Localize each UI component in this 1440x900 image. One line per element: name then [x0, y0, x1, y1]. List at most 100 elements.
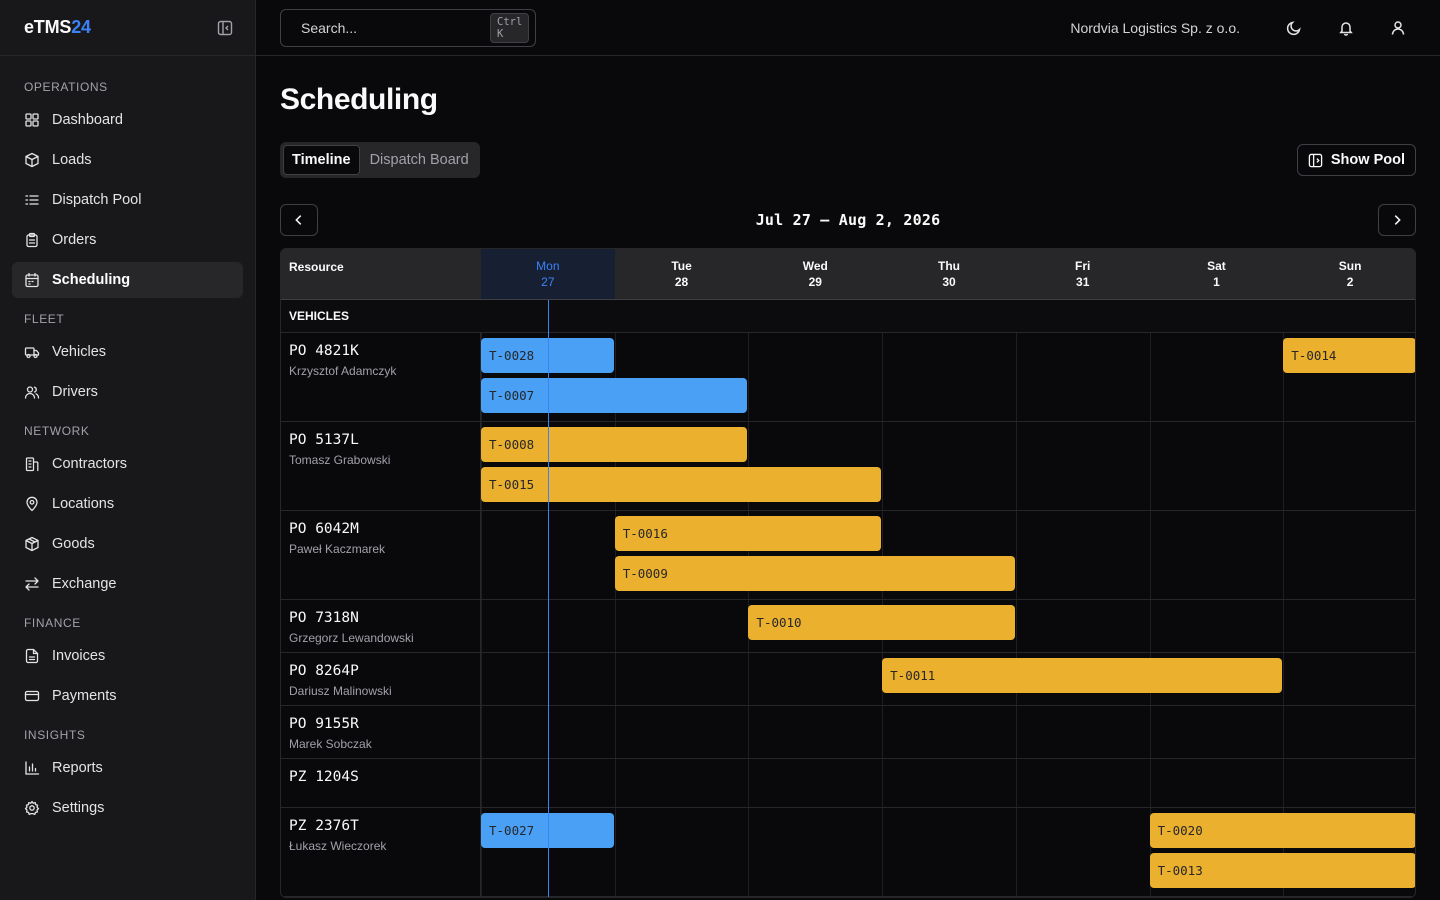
sidebar-item-exchange[interactable]: Exchange	[12, 566, 243, 602]
sidebar-item-drivers[interactable]: Drivers	[12, 374, 243, 410]
resource-cell[interactable]: PO 6042M Paweł Kaczmarek	[281, 511, 481, 599]
sidebar-item-label: Contractors	[52, 456, 127, 472]
day-number: 2	[1346, 275, 1354, 289]
trip-bar-t-0020[interactable]: T-0020	[1149, 813, 1415, 848]
sidebar-item-label: Dashboard	[52, 112, 123, 128]
day-column-line	[614, 300, 616, 897]
vehicle-row: PO 8264P Dariusz Malinowski T-0011	[281, 653, 1415, 706]
day-column-line	[882, 300, 884, 897]
trip-bar-t-0027[interactable]: T-0027	[481, 813, 614, 848]
trip-bar-t-0014[interactable]: T-0014	[1283, 338, 1415, 373]
day-column-line	[1149, 300, 1151, 897]
company-name: Nordvia Logistics Sp. z o.o.	[1070, 19, 1240, 36]
sidebar-item-reports[interactable]: Reports	[12, 750, 243, 786]
driver-name: Tomasz Grabowski	[289, 453, 391, 467]
vehicle-row: PO 7318N Grzegorz Lewandowski T-0010	[281, 600, 1415, 653]
sidebar-item-vehicles[interactable]: Vehicles	[12, 334, 243, 370]
resource-cell[interactable]: PO 9155R Marek Sobczak	[281, 706, 481, 758]
sidebar-item-label: Loads	[52, 152, 92, 168]
next-week-button[interactable]	[1378, 204, 1416, 236]
clipboard-icon	[26, 232, 38, 248]
timeline-grid: Resource Mon 27 Tue 28 Wed 29 Thu 30 Fri 31 Sat 1 Su…	[280, 248, 1416, 898]
sidebar-item-label: Settings	[52, 800, 105, 816]
day-number: 29	[808, 275, 822, 289]
day-column-line	[481, 300, 482, 897]
search-box[interactable]: Ctrl K	[280, 8, 536, 47]
vehicle-plate: PO 8264P	[289, 663, 359, 679]
day-column-line	[748, 300, 750, 897]
page-title: Scheduling	[280, 83, 438, 116]
day-column-line	[1283, 300, 1285, 897]
day-name: Mon	[536, 259, 560, 273]
vehicle-row: PZ 2376T Łukasz Wieczorek T-0027 T-0020 T-…	[281, 808, 1415, 897]
current-time-line	[548, 300, 549, 897]
sidebar-item-label: Goods	[52, 536, 95, 552]
sidebar-item-locations[interactable]: Locations	[12, 486, 243, 522]
section-title-insights: INSIGHTS	[24, 728, 86, 742]
trip-bar-t-0028[interactable]: T-0028	[481, 338, 614, 373]
tab-dispatch-board[interactable]: Dispatch Board	[369, 152, 469, 168]
vehicle-plate: PZ 1204S	[289, 769, 359, 785]
sidebar-item-goods[interactable]: Goods	[12, 526, 243, 562]
notifications-button[interactable]	[1328, 10, 1364, 46]
day-name: Wed	[802, 259, 828, 273]
sidebar-item-loads[interactable]: Loads	[12, 142, 243, 178]
day-column-line	[1015, 300, 1017, 897]
sidebar-item-invoices[interactable]: Invoices	[12, 638, 243, 674]
trip-bar-t-0010[interactable]: T-0010	[748, 605, 1015, 640]
map-pin-icon	[26, 496, 38, 512]
resource-cell[interactable]: PO 5137L Tomasz Grabowski	[281, 422, 481, 510]
sidebar-item-dispatch-pool[interactable]: Dispatch Pool	[12, 182, 243, 218]
sidebar-item-settings[interactable]: Settings	[12, 790, 243, 826]
resource-cell[interactable]: PO 8264P Dariusz Malinowski	[281, 653, 481, 705]
tab-timeline[interactable]: Timeline	[283, 145, 360, 175]
sidebar-item-label: Locations	[52, 496, 115, 512]
bar-chart-icon	[25, 761, 40, 775]
driver-name: Krzysztof Adamczyk	[289, 364, 397, 378]
user-menu-button[interactable]	[1380, 10, 1416, 46]
prev-week-button[interactable]	[280, 204, 318, 236]
sidebar-item-label: Vehicles	[52, 344, 107, 360]
sidebar-collapse-icon[interactable]	[215, 18, 235, 38]
vehicle-row: PO 4821K Krzysztof Adamczyk T-0028 T-0014…	[281, 333, 1415, 422]
day-header-sun: Sun 2	[1283, 249, 1415, 299]
timeline-header: Resource Mon 27 Tue 28 Wed 29 Thu 30 Fri 31 Sat 1 Su…	[281, 249, 1415, 300]
trip-bar-t-0008[interactable]: T-0008	[481, 427, 748, 462]
day-number: 30	[942, 275, 956, 289]
sidebar-item-label: Scheduling	[52, 272, 131, 288]
show-pool-button[interactable]: Show Pool	[1296, 144, 1416, 176]
driver-name: Łukasz Wieczorek	[289, 839, 387, 853]
trip-bar-t-0013[interactable]: T-0013	[1149, 853, 1415, 888]
day-name: Fri	[1075, 259, 1091, 273]
section-title-fleet: FLEET	[24, 312, 65, 326]
sidebar-nav: OPERATIONS Dashboard Loads Dispatch Pool Ord…	[0, 56, 255, 840]
sidebar-item-orders[interactable]: Orders	[12, 222, 243, 258]
trip-bar-t-0007[interactable]: T-0007	[481, 378, 748, 413]
resource-cell[interactable]: PZ 2376T Łukasz Wieczorek	[281, 808, 481, 896]
list-icon	[25, 195, 39, 205]
trip-bar-t-0015[interactable]: T-0015	[481, 467, 882, 502]
sidebar-item-contractors[interactable]: Contractors	[12, 446, 243, 482]
sidebar-item-payments[interactable]: Payments	[12, 678, 243, 714]
group-label: VEHICLES	[289, 309, 350, 323]
resource-cell[interactable]: PZ 1204S	[281, 759, 481, 807]
trip-bar-t-0016[interactable]: T-0016	[614, 516, 882, 551]
brand-bar: eTMS24	[0, 0, 255, 56]
arrows-icon	[25, 577, 39, 591]
vehicle-plate: PO 5137L	[289, 432, 359, 448]
trip-bar-t-0011[interactable]: T-0011	[882, 658, 1283, 693]
search-input[interactable]	[301, 19, 482, 36]
trip-bar-t-0009[interactable]: T-0009	[614, 556, 1015, 591]
resource-cell[interactable]: PO 4821K Krzysztof Adamczyk	[281, 333, 481, 421]
app-logo[interactable]: eTMS24	[24, 17, 91, 37]
driver-name: Paweł Kaczmarek	[289, 542, 386, 556]
sidebar-item-scheduling[interactable]: Scheduling	[12, 262, 243, 298]
section-title-operations: OPERATIONS	[24, 80, 108, 94]
group-row-vehicles: VEHICLES	[281, 300, 1415, 333]
resource-cell[interactable]: PO 7318N Grzegorz Lewandowski	[281, 600, 481, 652]
theme-toggle-button[interactable]	[1276, 10, 1312, 46]
sidebar-item-label: Drivers	[52, 384, 98, 400]
file-icon	[25, 648, 39, 664]
day-name: Sun	[1338, 259, 1362, 273]
sidebar-item-dashboard[interactable]: Dashboard	[12, 102, 243, 138]
